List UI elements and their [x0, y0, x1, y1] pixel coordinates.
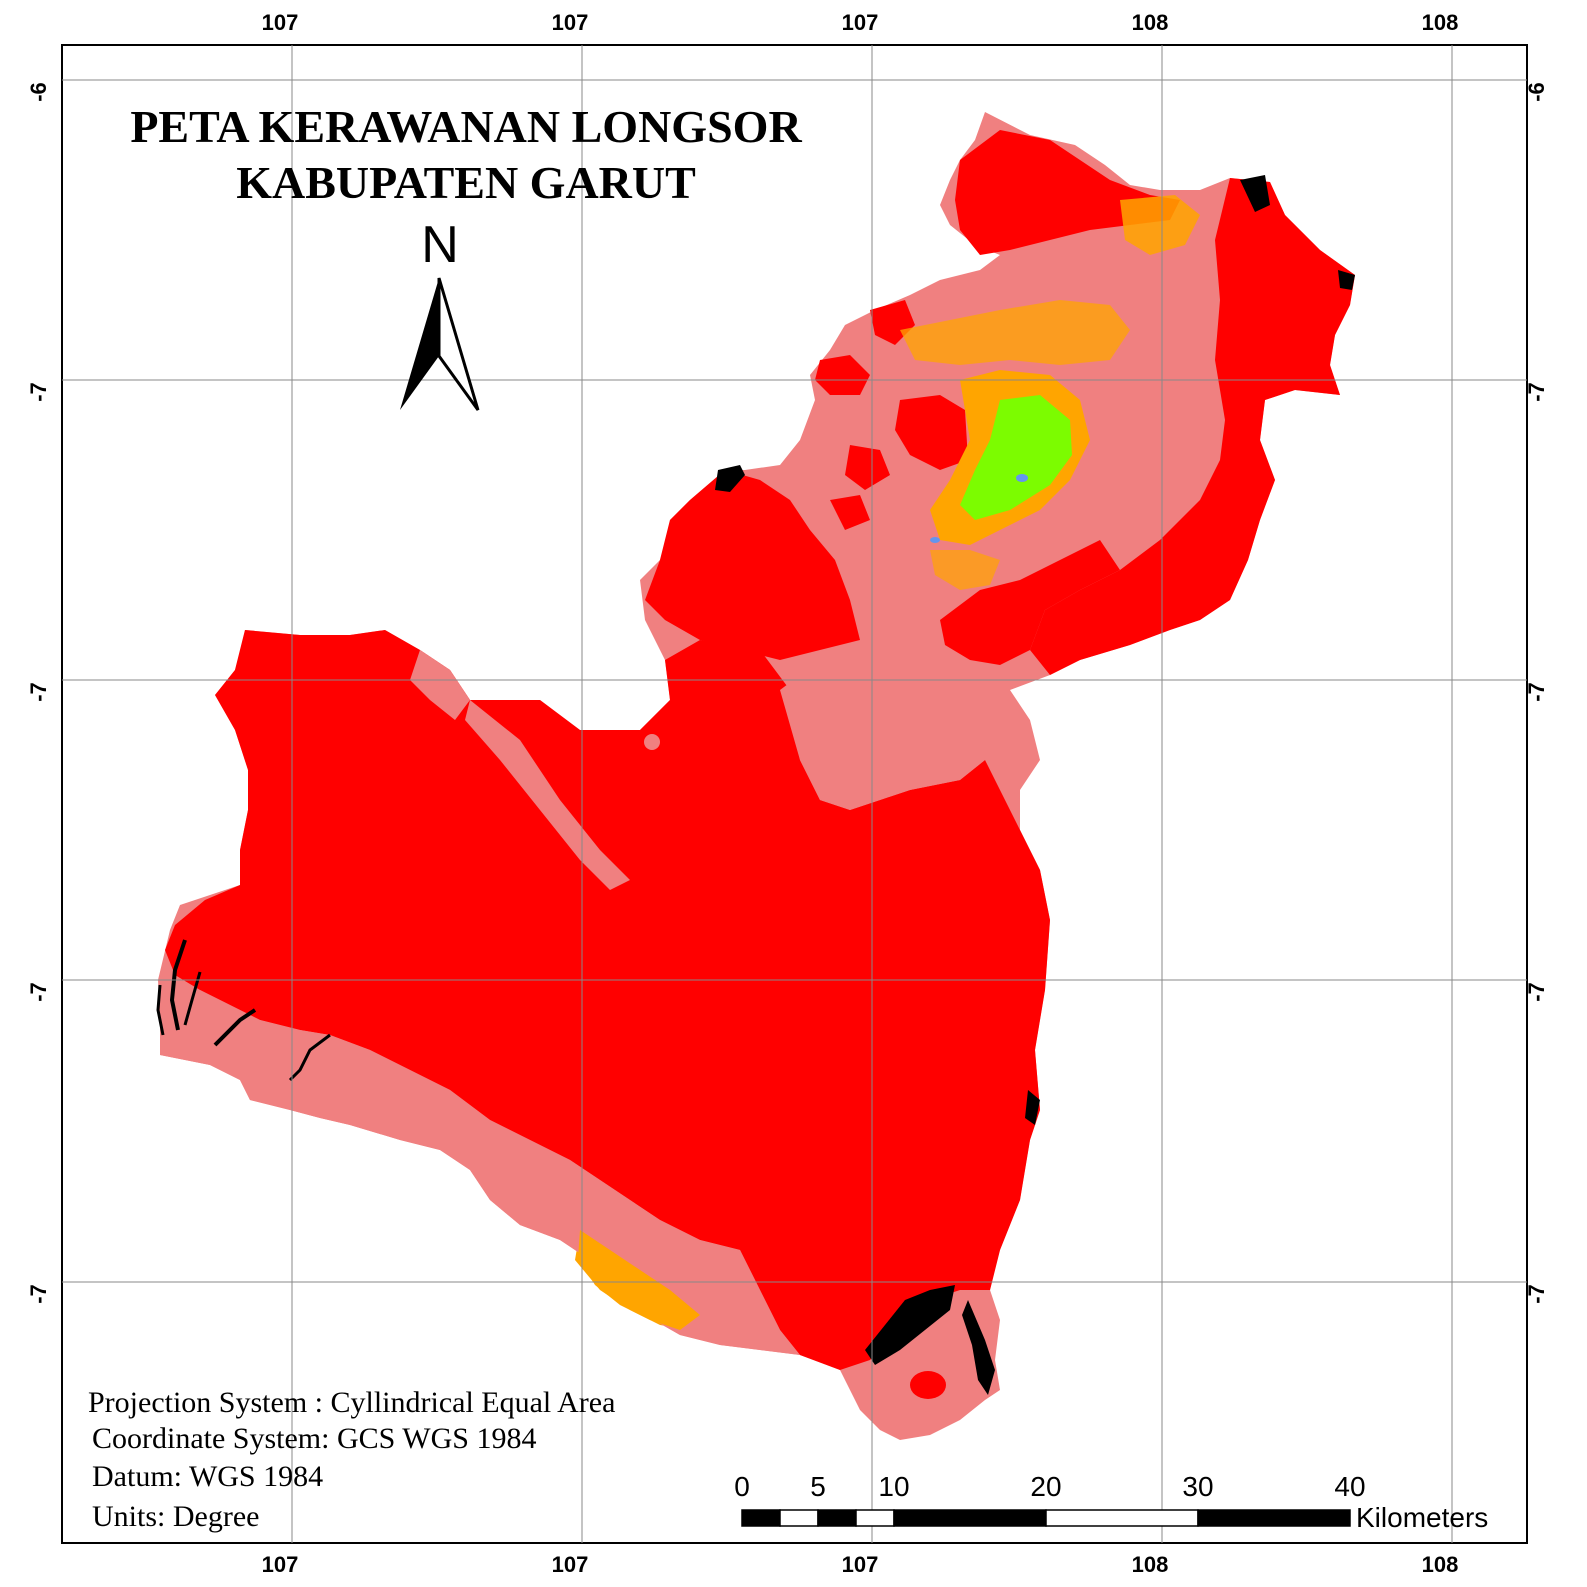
ticks-right: -6 -7 -7 -7 -7 [1524, 82, 1549, 1304]
tick-bottom-3: 107 [842, 1552, 879, 1577]
tick-left-1: -6 [26, 82, 51, 102]
scale-label-40: 40 [1334, 1471, 1365, 1502]
water-body [1016, 474, 1028, 482]
region-high-inlet-2 [410, 650, 470, 720]
scale-seg-2 [779, 1509, 819, 1527]
map-title-line1: PETA KERAWANAN LONGSOR [130, 101, 802, 152]
region-moderate-coast-2 [578, 1230, 700, 1330]
tick-right-1: -6 [1524, 82, 1549, 102]
tick-left-3: -7 [26, 682, 51, 702]
region-black-sw-2 [183, 971, 202, 1026]
scale-label-10: 10 [878, 1471, 909, 1502]
map-title-line2: KABUPATEN GARUT [236, 157, 696, 208]
region-black-sw-5 [156, 984, 165, 1036]
north-label: N [421, 216, 459, 274]
region-black-ne-1 [1240, 175, 1270, 212]
water-body-2 [930, 537, 940, 543]
region-very-high-east [1030, 178, 1355, 675]
datum-text: Datum: WGS 1984 [92, 1460, 323, 1493]
region-high-strip-1 [465, 700, 630, 890]
region-high-dot-1 [644, 734, 660, 750]
tick-top-4: 108 [1132, 10, 1169, 35]
region-high-inlet-1 [780, 650, 990, 810]
region-very-high-patch-3 [845, 445, 890, 490]
coordinate-text: Coordinate System: GCS WGS 1984 [92, 1422, 536, 1455]
region-high-coast-band [160, 990, 800, 1355]
region-black-sw-1 [169, 939, 187, 1031]
tick-bottom-5: 108 [1422, 1552, 1459, 1577]
tick-top-3: 107 [842, 10, 879, 35]
region-very-high-patch-1 [815, 355, 870, 395]
region-moderate-north [1120, 195, 1200, 255]
tick-right-5: -7 [1524, 1284, 1549, 1304]
north-arrow-outline [437, 277, 480, 411]
scale-seg-1 [741, 1509, 781, 1527]
tick-bottom-4: 108 [1132, 1552, 1169, 1577]
tick-top-5: 108 [1422, 10, 1459, 35]
tick-bottom-2: 107 [552, 1552, 589, 1577]
north-arrow: N [400, 216, 480, 411]
garut-regency [156, 112, 1355, 1440]
scale-seg-6 [1045, 1509, 1199, 1527]
tick-bottom-1: 107 [262, 1552, 299, 1577]
scale-label-20: 20 [1030, 1471, 1061, 1502]
scale-label-0: 0 [734, 1471, 750, 1502]
region-very-high-south [165, 630, 1050, 1370]
region-black-east [1025, 1090, 1040, 1125]
tick-right-4: -7 [1524, 982, 1549, 1002]
tick-left-4: -7 [26, 982, 51, 1002]
region-very-high-center-east [940, 540, 1120, 665]
region-very-high-patch-2 [895, 395, 968, 470]
graticule [62, 45, 1527, 1543]
region-very-high-northwest [645, 470, 860, 660]
scale-unit: Kilometers [1356, 1502, 1488, 1533]
region-black-se-2 [962, 1300, 995, 1395]
tick-left-5: -7 [26, 1284, 51, 1304]
map-info: Projection System : Cyllindrical Equal A… [88, 1386, 615, 1533]
north-arrow-icon [400, 278, 439, 410]
ticks-left: -6 -7 -7 -7 -7 [26, 82, 51, 1304]
scale-bar: 0 5 10 20 30 40 Kilometers [734, 1471, 1488, 1533]
region-very-high-patch-5 [830, 495, 870, 530]
region-black-se-1 [865, 1285, 955, 1365]
region-black-sw-3 [213, 1008, 257, 1047]
scale-seg-3 [817, 1509, 857, 1527]
scale-seg-4 [855, 1509, 895, 1527]
scale-seg-7 [1197, 1509, 1351, 1527]
region-black-ne-2 [1338, 270, 1355, 290]
tick-right-2: -7 [1524, 382, 1549, 402]
region-very-high-dot-3 [910, 1371, 946, 1399]
region-high-dot-2 [877, 737, 893, 753]
region-black-sw-4 [288, 1033, 331, 1082]
region-black-nw [715, 465, 745, 492]
ticks-bottom: 107 107 107 108 108 [262, 1552, 1459, 1577]
region-low-center [960, 395, 1072, 520]
region-moderate-center-3 [930, 550, 1000, 590]
scale-seg-5 [893, 1509, 1047, 1527]
region-moderate-center-2 [900, 300, 1130, 365]
units-text: Units: Degree [92, 1500, 259, 1533]
scale-label-5: 5 [810, 1471, 826, 1502]
ticks-top: 107 107 107 108 108 [262, 10, 1459, 35]
tick-top-2: 107 [552, 10, 589, 35]
scale-label-30: 30 [1182, 1471, 1213, 1502]
tick-right-3: -7 [1524, 682, 1549, 702]
tick-left-2: -7 [26, 382, 51, 402]
projection-text: Projection System : Cyllindrical Equal A… [88, 1386, 615, 1419]
tick-top-1: 107 [262, 10, 299, 35]
